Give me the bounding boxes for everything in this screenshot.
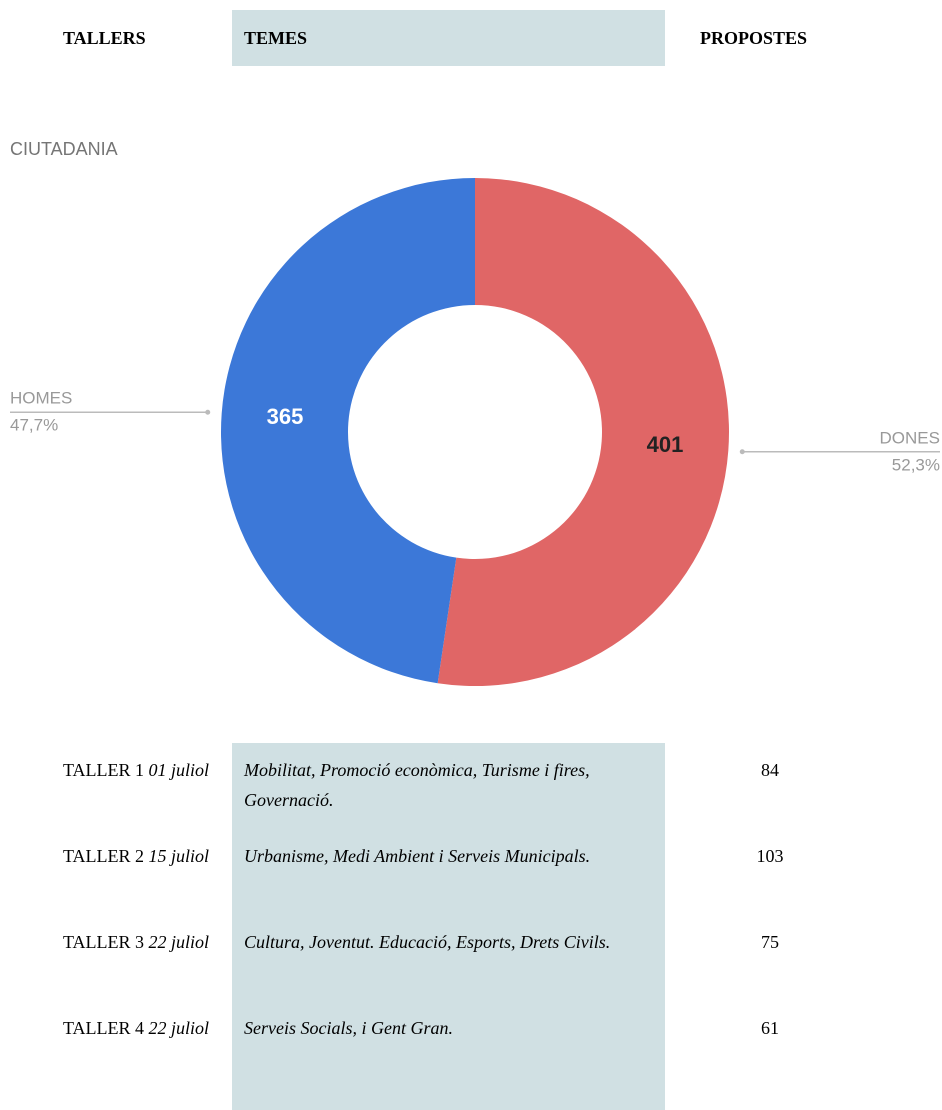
taller-cell: TALLER 2 15 juliol (63, 841, 213, 871)
header-cell: TALLERS (63, 28, 146, 48)
value-label: 401 (647, 432, 684, 457)
taller-cell: TALLER 1 01 juliol (63, 755, 213, 785)
chart-title: CIUTADANIA (10, 139, 118, 159)
taller-date: 01 juliol (148, 760, 210, 780)
leader-dot (205, 409, 211, 415)
donut-slice (220, 178, 475, 684)
propostes-cell: 84 (761, 760, 779, 780)
table-row: TALLER 2 15 juliol Urbanisme, Medi Ambien… (0, 829, 942, 938)
value-label: 365 (267, 404, 304, 429)
taller-cell: TALLER 4 22 juliol (63, 1013, 213, 1043)
percentage-label: 47,7% (10, 416, 58, 435)
header-cell: PROPOSTES (700, 28, 808, 48)
taller-cell: TALLER 3 22 juliol (63, 927, 213, 957)
propostes-cell: 103 (756, 846, 784, 866)
propostes-cell: 75 (761, 932, 779, 952)
temes-cell: Serveis Socials, i Gent Gran. (232, 1001, 665, 1110)
taller-name: TALLER 4 (63, 1018, 145, 1038)
table-row: TALLER 1 01 juliol Mobilitat, Promoció ec… (0, 743, 942, 852)
table-row: TALLER 3 22 juliol Cultura, Joventut. Edu… (0, 915, 942, 1024)
donut-chart: CIUTADANIA 401 DONES 52,3% 365 HOMES 47,7% (10, 139, 940, 686)
taller-date: 22 juliol (148, 1018, 210, 1038)
propostes-cell: 61 (761, 1018, 779, 1038)
category-label: DONES (880, 428, 940, 447)
taller-date: 22 juliol (148, 932, 210, 952)
table-row: TALLER 4 22 juliol Serveis Socials, i Gen… (0, 1001, 942, 1110)
leader-dot (739, 449, 745, 455)
category-label: HOMES (10, 389, 72, 408)
header-cell: TEMES (232, 10, 665, 66)
taller-date: 15 juliol (148, 846, 210, 866)
donut-slice (437, 178, 729, 686)
taller-name: TALLER 2 (63, 846, 145, 866)
taller-name: TALLER 3 (63, 932, 145, 952)
taller-name: TALLER 1 (63, 760, 145, 780)
percentage-label: 52,3% (892, 455, 940, 474)
